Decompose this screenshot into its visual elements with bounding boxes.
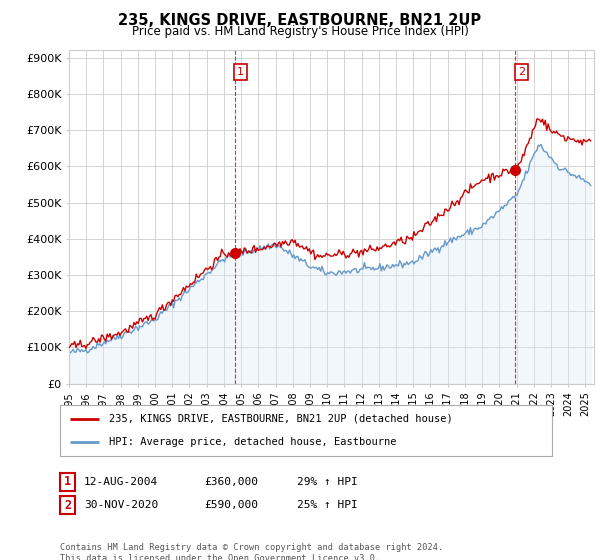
Text: 25% ↑ HPI: 25% ↑ HPI — [297, 500, 358, 510]
Text: £590,000: £590,000 — [204, 500, 258, 510]
Text: 2: 2 — [518, 67, 525, 77]
Text: 1: 1 — [237, 67, 244, 77]
Text: 2: 2 — [64, 498, 71, 512]
Text: 235, KINGS DRIVE, EASTBOURNE, BN21 2UP (detached house): 235, KINGS DRIVE, EASTBOURNE, BN21 2UP (… — [109, 414, 453, 424]
Text: Price paid vs. HM Land Registry's House Price Index (HPI): Price paid vs. HM Land Registry's House … — [131, 25, 469, 38]
Text: 29% ↑ HPI: 29% ↑ HPI — [297, 477, 358, 487]
Text: 1: 1 — [64, 475, 71, 488]
Text: 12-AUG-2004: 12-AUG-2004 — [84, 477, 158, 487]
Text: 30-NOV-2020: 30-NOV-2020 — [84, 500, 158, 510]
Text: HPI: Average price, detached house, Eastbourne: HPI: Average price, detached house, East… — [109, 437, 397, 447]
Text: £360,000: £360,000 — [204, 477, 258, 487]
Text: Contains HM Land Registry data © Crown copyright and database right 2024.
This d: Contains HM Land Registry data © Crown c… — [60, 543, 443, 560]
Text: 235, KINGS DRIVE, EASTBOURNE, BN21 2UP: 235, KINGS DRIVE, EASTBOURNE, BN21 2UP — [118, 13, 482, 29]
